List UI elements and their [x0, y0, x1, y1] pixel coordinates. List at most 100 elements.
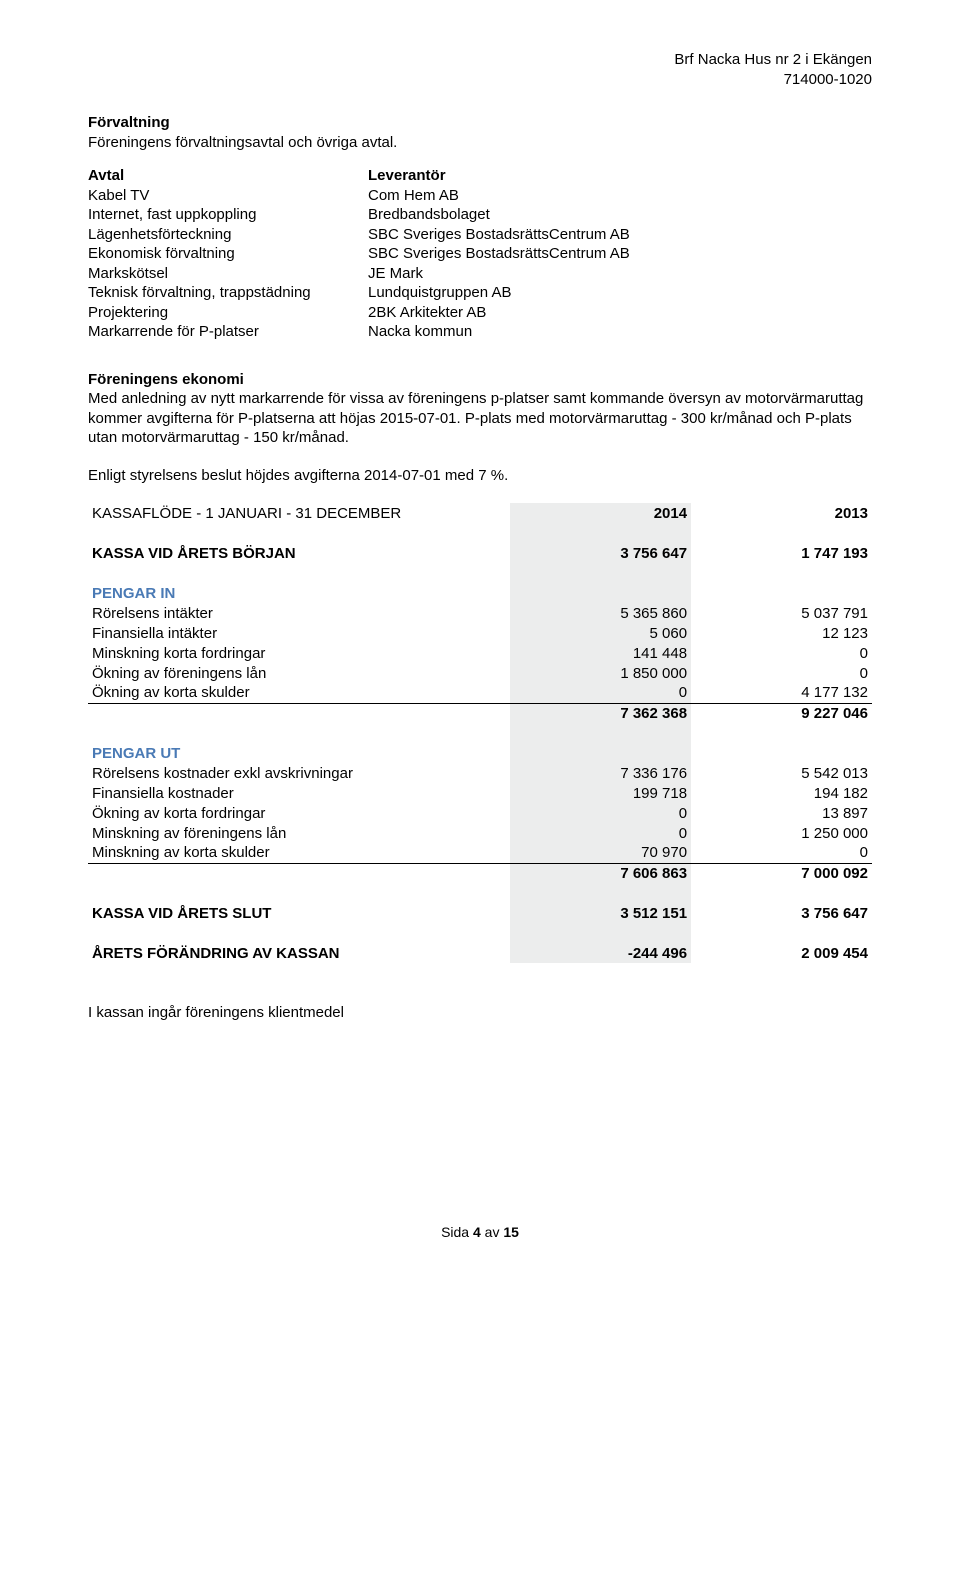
row-v2: 4 177 132: [691, 683, 872, 703]
avtal-name: Projektering: [88, 303, 368, 323]
page-footer: Sida 4 av 15: [88, 1223, 872, 1241]
avtal-row: Ekonomisk förvaltning SBC Sveriges Bosta…: [88, 244, 872, 264]
avtal-supplier: Com Hem AB: [368, 186, 872, 206]
row-v1: 0: [510, 803, 691, 823]
row-v2: 0: [691, 643, 872, 663]
row-v1: 7 336 176: [510, 763, 691, 783]
forvaltning-intro: Föreningens förvaltningsavtal och övriga…: [88, 133, 872, 153]
row-v1: 70 970: [510, 843, 691, 863]
table-row: Finansiella kostnader199 718194 182: [88, 783, 872, 803]
spacer-row: [88, 563, 872, 583]
avtal-row: Internet, fast uppkoppling Bredbandsbola…: [88, 205, 872, 225]
kassa-end-v2: 3 756 647: [691, 903, 872, 923]
row-v2: 194 182: [691, 783, 872, 803]
table-row: Ökning av korta fordringar013 897: [88, 803, 872, 823]
avtal-row: Teknisk förvaltning, trappstädning Lundq…: [88, 283, 872, 303]
row-v2: 5 037 791: [691, 603, 872, 623]
ekonomi-section: Föreningens ekonomi Med anledning av nyt…: [88, 370, 872, 486]
avtal-supplier: JE Mark: [368, 264, 872, 284]
ekonomi-title: Föreningens ekonomi: [88, 370, 872, 390]
avtal-supplier: Bredbandsbolaget: [368, 205, 872, 225]
avtal-name: Teknisk förvaltning, trappstädning: [88, 283, 368, 303]
forvaltning-section: Förvaltning Föreningens förvaltningsavta…: [88, 113, 872, 342]
kassa-header-row: KASSAFLÖDE - 1 JANUARI - 31 DECEMBER 201…: [88, 503, 872, 523]
spacer-row: [88, 883, 872, 903]
avtal-table: Avtal Leverantör Kabel TV Com Hem AB Int…: [88, 166, 872, 342]
kassa-start-v1: 3 756 647: [510, 543, 691, 563]
row-label: Ökning av föreningens lån: [88, 663, 510, 683]
pengar-ut-header: PENGAR UT: [88, 743, 872, 763]
row-v1: 1 850 000: [510, 663, 691, 683]
avtal-supplier: SBC Sveriges BostadsrättsCentrum AB: [368, 225, 872, 245]
kassa-end-v1: 3 512 151: [510, 903, 691, 923]
document-header: Brf Nacka Hus nr 2 i Ekängen 714000-1020: [88, 50, 872, 89]
row-label: Rörelsens kostnader exkl avskrivningar: [88, 763, 510, 783]
org-number: 714000-1020: [88, 70, 872, 90]
footer-prefix: Sida: [441, 1224, 473, 1240]
row-label: Rörelsens intäkter: [88, 603, 510, 623]
avtal-name: Kabel TV: [88, 186, 368, 206]
row-v1: 0: [510, 823, 691, 843]
forvaltning-title: Förvaltning: [88, 113, 872, 133]
kassa-title: KASSAFLÖDE - 1 JANUARI - 31 DECEMBER: [88, 503, 510, 523]
kassa-diff-row: ÅRETS FÖRÄNDRING AV KASSAN -244 496 2 00…: [88, 943, 872, 963]
avtal-col2-head: Leverantör: [368, 166, 872, 186]
spacer-row: [88, 523, 872, 543]
pengar-in-label: PENGAR IN: [88, 583, 510, 603]
avtal-row: Lägenhetsförteckning SBC Sveriges Bostad…: [88, 225, 872, 245]
avtal-supplier: Lundquistgruppen AB: [368, 283, 872, 303]
kassa-start-label: KASSA VID ÅRETS BÖRJAN: [88, 543, 510, 563]
row-v2: 0: [691, 663, 872, 683]
table-row: Rörelsens intäkter5 365 8605 037 791: [88, 603, 872, 623]
avtal-header-row: Avtal Leverantör: [88, 166, 872, 186]
table-row: Ökning av korta skulder04 177 132: [88, 683, 872, 703]
row-label: Ökning av korta fordringar: [88, 803, 510, 823]
table-row: Rörelsens kostnader exkl avskrivningar7 …: [88, 763, 872, 783]
row-v2: 5 542 013: [691, 763, 872, 783]
avtal-name: Lägenhetsförteckning: [88, 225, 368, 245]
avtal-name: Internet, fast uppkoppling: [88, 205, 368, 225]
table-row: Minskning korta fordringar141 4480: [88, 643, 872, 663]
row-label: Minskning av föreningens lån: [88, 823, 510, 843]
kassa-note: I kassan ingår föreningens klientmedel: [88, 1003, 872, 1023]
row-label: Minskning av korta skulder: [88, 843, 510, 863]
ut-sum-v2: 7 000 092: [691, 863, 872, 883]
row-v2: 13 897: [691, 803, 872, 823]
avtal-row: Markskötsel JE Mark: [88, 264, 872, 284]
pengar-ut-sum: 7 606 8637 000 092: [88, 863, 872, 883]
kassa-year-1: 2014: [510, 503, 691, 523]
row-label: Ökning av korta skulder: [88, 683, 510, 703]
avtal-row: Projektering 2BK Arkitekter AB: [88, 303, 872, 323]
row-v1: 0: [510, 683, 691, 703]
avtal-name: Markarrende för P-platser: [88, 322, 368, 342]
kassa-start-v2: 1 747 193: [691, 543, 872, 563]
row-v2: 12 123: [691, 623, 872, 643]
table-row: Ökning av föreningens lån1 850 0000: [88, 663, 872, 683]
kassa-diff-v1: -244 496: [510, 943, 691, 963]
row-v1: 199 718: [510, 783, 691, 803]
in-sum-v1: 7 362 368: [510, 703, 691, 723]
pengar-ut-label: PENGAR UT: [88, 743, 510, 763]
avtal-name: Ekonomisk förvaltning: [88, 244, 368, 264]
footer-mid: av: [481, 1224, 504, 1240]
spacer-row: [88, 723, 872, 743]
row-label: Finansiella intäkter: [88, 623, 510, 643]
avtal-row: Markarrende för P-platser Nacka kommun: [88, 322, 872, 342]
ekonomi-paragraph-2: Enligt styrelsens beslut höjdes avgifter…: [88, 466, 872, 486]
table-row: Minskning av föreningens lån01 250 000: [88, 823, 872, 843]
kassa-diff-v2: 2 009 454: [691, 943, 872, 963]
table-row: Minskning av korta skulder70 9700: [88, 843, 872, 863]
avtal-row: Kabel TV Com Hem AB: [88, 186, 872, 206]
pengar-in-header: PENGAR IN: [88, 583, 872, 603]
pengar-in-sum: 7 362 3689 227 046: [88, 703, 872, 723]
in-sum-v2: 9 227 046: [691, 703, 872, 723]
footer-page: 4: [473, 1224, 481, 1240]
table-row: Finansiella intäkter5 06012 123: [88, 623, 872, 643]
row-label: Minskning korta fordringar: [88, 643, 510, 663]
kassa-end-label: KASSA VID ÅRETS SLUT: [88, 903, 510, 923]
avtal-supplier: 2BK Arkitekter AB: [368, 303, 872, 323]
row-v2: 0: [691, 843, 872, 863]
org-name: Brf Nacka Hus nr 2 i Ekängen: [88, 50, 872, 70]
footer-total: 15: [503, 1224, 519, 1240]
kassaflode-table: KASSAFLÖDE - 1 JANUARI - 31 DECEMBER 201…: [88, 503, 872, 963]
